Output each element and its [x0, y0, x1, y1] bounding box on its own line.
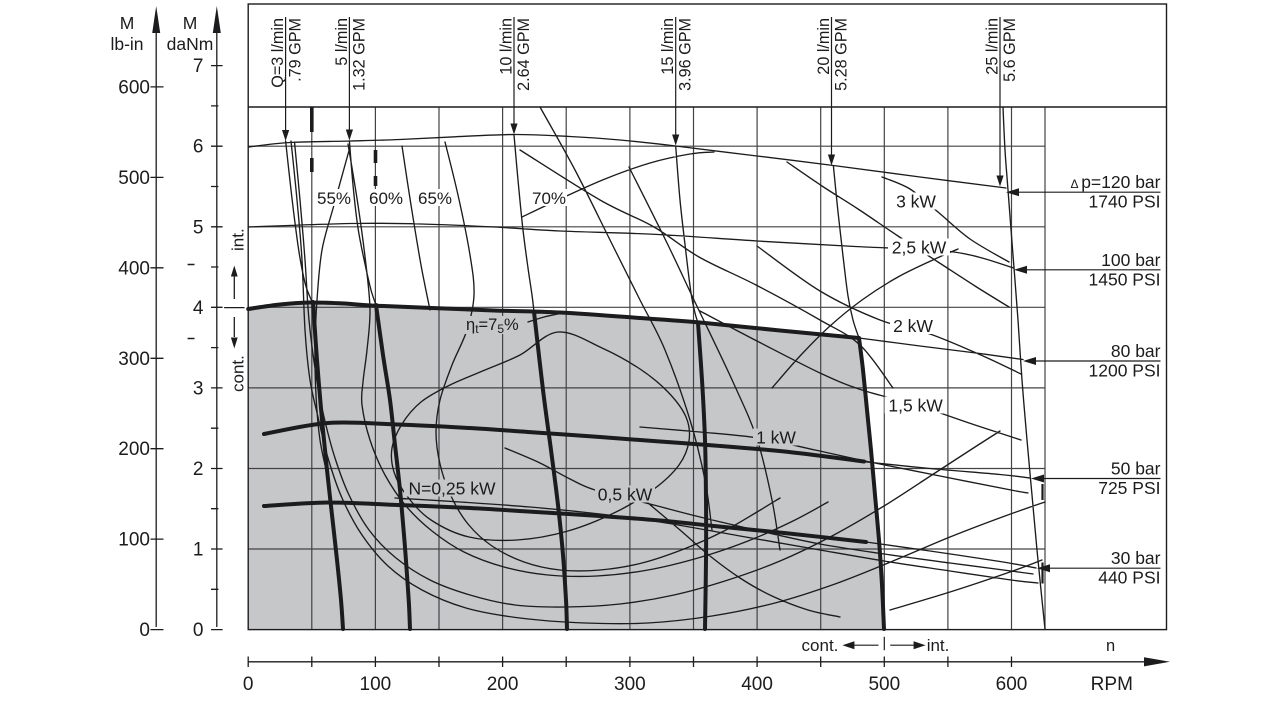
svg-text:0: 0: [193, 620, 204, 641]
svg-text:3: 3: [193, 378, 204, 399]
svg-text:400: 400: [118, 258, 150, 279]
svg-text:ηt=75%: ηt=75%: [466, 316, 519, 336]
svg-text:2,5 kW: 2,5 kW: [892, 238, 947, 258]
svg-text:60%: 60%: [369, 189, 403, 208]
svg-text:1450 PSI: 1450 PSI: [1089, 269, 1161, 289]
svg-text:600: 600: [996, 674, 1028, 695]
svg-text:M: M: [183, 13, 198, 33]
svg-text:5: 5: [193, 217, 204, 238]
svg-text:n: n: [1106, 637, 1115, 655]
svg-text:cont.: cont.: [229, 355, 248, 392]
svg-text:1740 PSI: 1740 PSI: [1089, 192, 1161, 212]
svg-text:200: 200: [487, 674, 519, 695]
svg-text:55%: 55%: [317, 189, 351, 208]
svg-text:6: 6: [193, 137, 204, 158]
svg-text:int.: int.: [229, 228, 248, 251]
svg-text:50 bar: 50 bar: [1111, 459, 1161, 479]
svg-text:N=0,25 kW: N=0,25 kW: [408, 479, 496, 499]
svg-text:10 l/min: 10 l/min: [498, 18, 516, 75]
svg-text:RPM: RPM: [1091, 674, 1133, 695]
svg-text:5.6 GPM: 5.6 GPM: [1001, 18, 1019, 82]
svg-text:0,5 kW: 0,5 kW: [598, 485, 653, 505]
svg-text:daNm: daNm: [167, 34, 214, 54]
svg-text:400: 400: [741, 674, 773, 695]
svg-text:300: 300: [118, 349, 150, 370]
svg-text:200: 200: [118, 439, 150, 460]
svg-text:2: 2: [193, 459, 204, 480]
svg-text:0: 0: [139, 620, 150, 641]
svg-text:80 bar: 80 bar: [1111, 341, 1161, 361]
svg-text:70%: 70%: [532, 189, 566, 208]
svg-text:5 l/min: 5 l/min: [333, 18, 351, 66]
svg-text:30 bar: 30 bar: [1111, 548, 1161, 568]
svg-text:65%: 65%: [418, 189, 452, 208]
svg-text:500: 500: [118, 168, 150, 189]
svg-text:2 kW: 2 kW: [893, 316, 933, 336]
svg-text:Q=3 l/min: Q=3 l/min: [269, 18, 287, 88]
svg-text:4: 4: [193, 298, 204, 319]
svg-text:lb-in: lb-in: [110, 34, 143, 54]
svg-text:int.: int.: [927, 636, 950, 655]
svg-text:100: 100: [118, 530, 150, 551]
svg-text:600: 600: [118, 77, 150, 98]
svg-text:1 kW: 1 kW: [756, 428, 796, 448]
svg-text:725 PSI: 725 PSI: [1098, 478, 1160, 498]
svg-text:cont.: cont.: [802, 636, 839, 655]
svg-text:440 PSI: 440 PSI: [1098, 568, 1160, 588]
svg-text:7: 7: [193, 56, 204, 77]
svg-text:15 l/min: 15 l/min: [659, 18, 677, 75]
svg-text:5.28 GPM: 5.28 GPM: [833, 18, 851, 91]
svg-text:1,5 kW: 1,5 kW: [888, 396, 943, 416]
svg-text:3 kW: 3 kW: [896, 192, 936, 212]
svg-text:20 l/min: 20 l/min: [815, 18, 833, 75]
svg-text:2.64 GPM: 2.64 GPM: [515, 18, 533, 91]
svg-text:100: 100: [360, 674, 392, 695]
svg-text:1200 PSI: 1200 PSI: [1089, 361, 1161, 381]
svg-text:1: 1: [193, 540, 204, 561]
svg-text:3.96 GPM: 3.96 GPM: [677, 18, 695, 91]
svg-text:.79 GPM: .79 GPM: [287, 18, 305, 82]
svg-text:Δ p=120 bar: Δ p=120 bar: [1071, 172, 1161, 192]
svg-text:M: M: [120, 13, 135, 33]
svg-text:500: 500: [868, 674, 900, 695]
svg-text:100 bar: 100 bar: [1101, 250, 1161, 270]
svg-text:1.32 GPM: 1.32 GPM: [350, 18, 368, 91]
svg-text:0: 0: [243, 674, 254, 695]
svg-text:300: 300: [614, 674, 646, 695]
svg-text:25 l/min: 25 l/min: [984, 18, 1002, 75]
